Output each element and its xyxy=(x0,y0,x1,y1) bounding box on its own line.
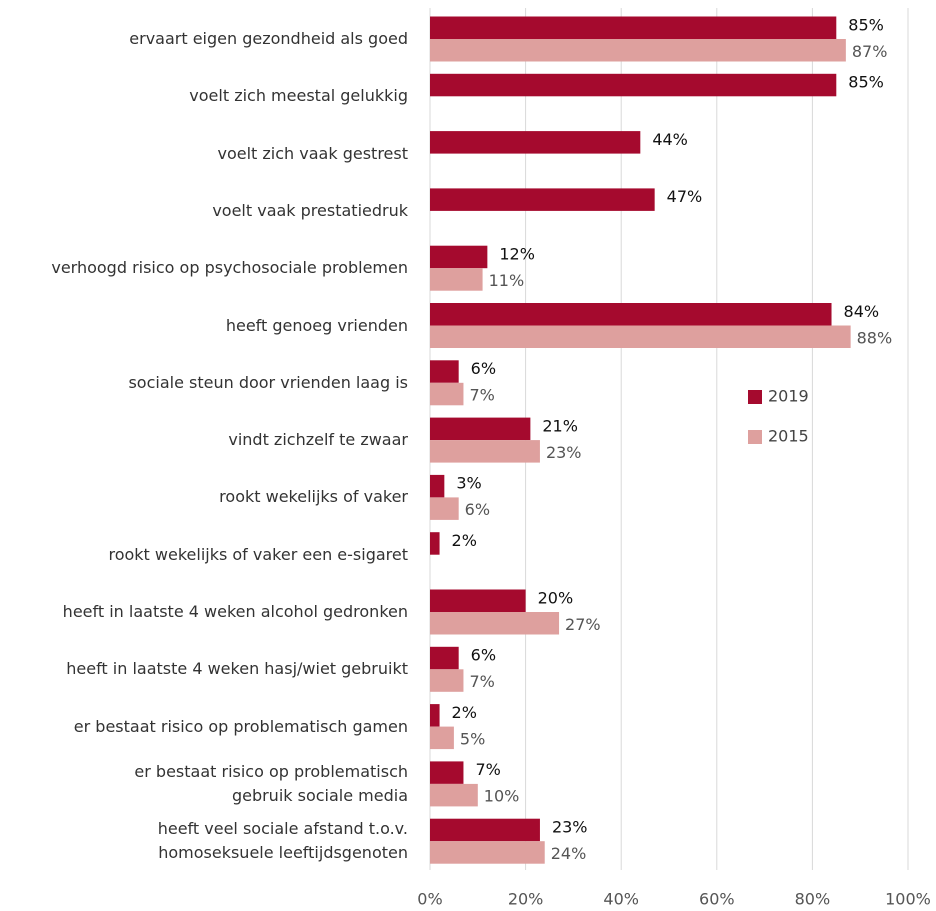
value-label: 87% xyxy=(852,42,888,61)
bar xyxy=(430,16,837,39)
category-label: er bestaat risico op problematisch gebru… xyxy=(134,761,408,805)
value-label: 2% xyxy=(452,703,477,722)
bar xyxy=(430,841,545,864)
category-label: verhoogd risico op psychosociale problem… xyxy=(51,258,408,278)
bar xyxy=(430,474,445,498)
bar xyxy=(430,726,454,750)
bar xyxy=(430,417,531,441)
value-label: 6% xyxy=(471,646,496,665)
value-label: 24% xyxy=(551,844,587,863)
value-label: 7% xyxy=(469,672,494,691)
category-label: vindt zichzelf te zwaar xyxy=(228,430,408,450)
bar xyxy=(430,39,846,62)
bar xyxy=(430,131,641,154)
bar xyxy=(430,669,464,692)
category-label: sociale steun door vrienden laag is xyxy=(128,372,408,392)
legend-swatch xyxy=(748,430,762,444)
category-label: heeft in laatste 4 weken alcohol gedronk… xyxy=(62,602,408,621)
value-label: 44% xyxy=(652,130,688,149)
bar xyxy=(430,382,464,406)
bar xyxy=(430,532,440,555)
value-label: 5% xyxy=(460,729,485,748)
value-label: 12% xyxy=(499,244,535,263)
value-label: 10% xyxy=(484,787,520,806)
value-label: 85% xyxy=(848,15,884,34)
value-label: 27% xyxy=(565,615,601,634)
value-label: 20% xyxy=(538,588,574,607)
bar xyxy=(430,612,560,635)
bar xyxy=(430,245,488,269)
bar xyxy=(430,497,459,520)
category-label: rookt wekelijks of vaker een e-sigaret xyxy=(108,544,408,564)
bar xyxy=(430,325,851,348)
category-label: heeft veel sociale afstand t.o.v. homose… xyxy=(157,819,408,863)
bar xyxy=(430,440,540,463)
category-label: heeft genoeg vrienden xyxy=(225,315,408,335)
value-label: 23% xyxy=(546,443,582,462)
value-label: 6% xyxy=(465,500,490,519)
value-label: 11% xyxy=(489,271,525,290)
value-label: 85% xyxy=(848,73,884,92)
x-tick-label: 60% xyxy=(699,890,735,909)
value-label: 3% xyxy=(456,474,481,493)
value-label: 47% xyxy=(667,187,703,206)
bar xyxy=(430,268,483,291)
value-label: 23% xyxy=(552,817,588,836)
bar xyxy=(430,646,459,670)
x-tick-label: 0% xyxy=(417,890,442,909)
category-label: ervaart eigen gezondheid als goed xyxy=(129,29,408,48)
bar xyxy=(430,589,526,612)
category-label: voelt zich vaak gestrest xyxy=(217,143,409,163)
value-label: 7% xyxy=(475,760,500,779)
category-label: voelt zich meestal gelukkig xyxy=(189,86,408,106)
bar xyxy=(430,303,832,326)
category-label: voelt vaak prestatiedruk xyxy=(212,200,408,220)
value-label: 84% xyxy=(844,302,880,321)
bar xyxy=(430,783,478,807)
category-label: er bestaat risico op problematisch gamen xyxy=(73,716,408,736)
bar xyxy=(430,704,440,727)
bar xyxy=(430,818,540,842)
category-label: heeft in laatste 4 weken hasj/wiet gebru… xyxy=(66,659,408,679)
bar xyxy=(430,73,837,97)
x-tick-label: 40% xyxy=(603,890,639,909)
x-tick-label: 20% xyxy=(508,890,544,909)
bar xyxy=(430,188,655,211)
value-label: 21% xyxy=(542,416,578,435)
value-label: 88% xyxy=(857,328,893,347)
legend-swatch xyxy=(748,390,762,404)
bar xyxy=(430,360,459,383)
legend-label: 2015 xyxy=(768,427,809,446)
value-label: 2% xyxy=(452,531,477,550)
value-label: 6% xyxy=(471,359,496,378)
value-label: 7% xyxy=(469,386,494,405)
category-label: rookt wekelijks of vaker xyxy=(219,487,408,507)
x-tick-label: 100% xyxy=(885,890,931,909)
bar xyxy=(430,761,464,784)
x-tick-label: 80% xyxy=(795,890,831,909)
legend-label: 2019 xyxy=(768,387,809,406)
